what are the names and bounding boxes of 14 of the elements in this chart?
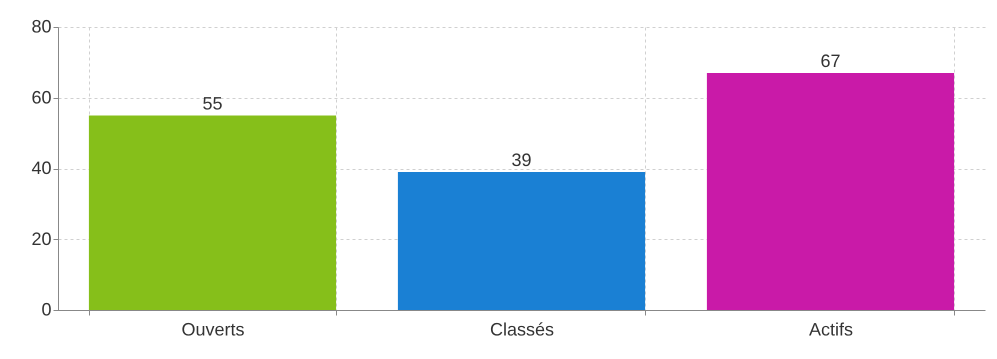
data-label: 39 (511, 150, 532, 170)
y-tick-label: 80 (31, 16, 52, 36)
data-label: 55 (202, 93, 223, 114)
x-tick-label: Ouverts (181, 320, 245, 340)
bar (706, 72, 954, 310)
bar (88, 115, 336, 310)
y-tick-label: 0 (41, 300, 52, 320)
y-tick-label: 20 (31, 228, 52, 249)
y-tick-label: 60 (31, 87, 52, 108)
data-label: 67 (820, 50, 841, 71)
x-tick-label: Actifs (808, 320, 854, 340)
y-tick-label: 40 (31, 158, 52, 178)
x-tick-label: Classés (490, 320, 554, 340)
bar (398, 172, 646, 310)
